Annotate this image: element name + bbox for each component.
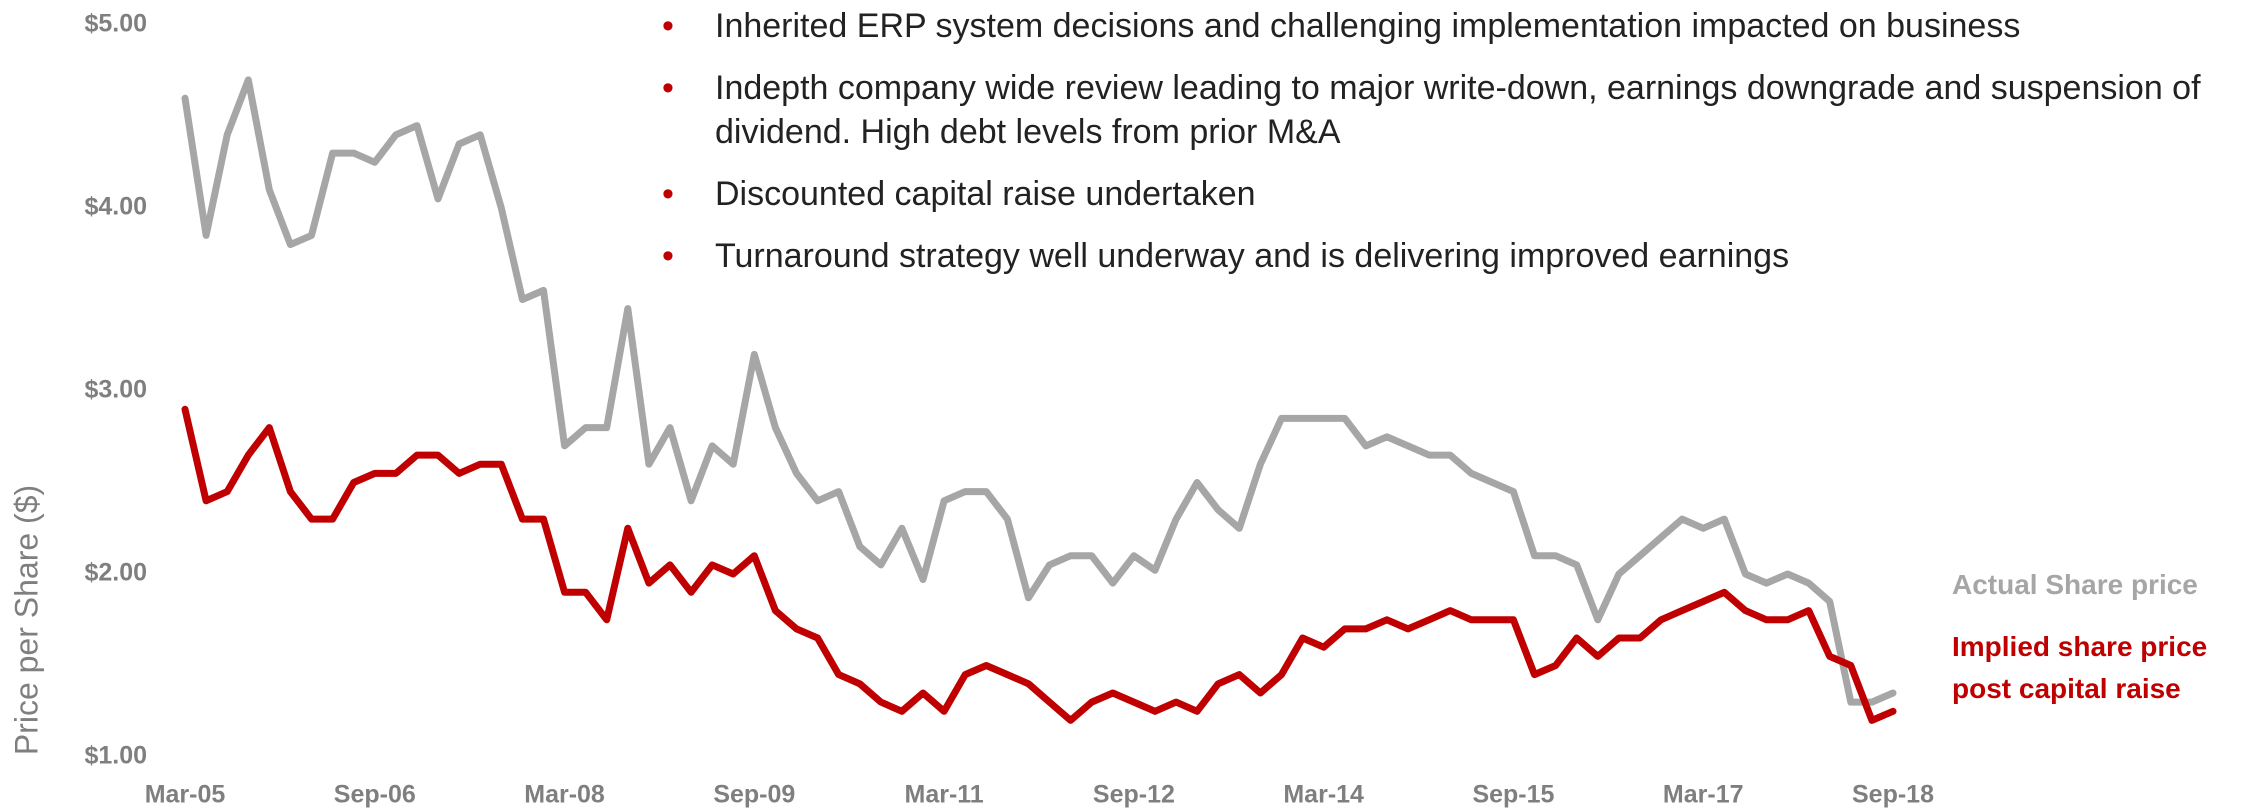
bullet: Discounted capital raise undertaken [662,172,2252,216]
y-tick-label: $4.00 [84,193,147,221]
x-tick-label: Sep-06 [334,781,416,809]
y-tick-label: $5.00 [84,10,147,38]
line-series [181,76,1897,706]
bullet: Turnaround strategy well underway and is… [662,234,2252,278]
legend-entry: Actual Share price [1952,569,2198,600]
legend-entry: Implied share price post capital raise [1952,631,2208,704]
x-tick-label: Sep-15 [1472,781,1554,809]
x-tick-label: Mar-17 [1663,781,1744,809]
x-tick-label: Sep-09 [713,781,795,809]
y-tick-label: $2.00 [84,559,147,587]
x-tick-label: Mar-05 [145,781,226,809]
x-tick-label: Mar-14 [1283,781,1364,809]
x-tick-label: Sep-18 [1852,781,1934,809]
bullet-list: Inherited ERP system decisions and chall… [662,4,2252,296]
bullet: Inherited ERP system decisions and chall… [662,4,2252,48]
line-series [181,405,1897,724]
y-tick-label: $3.00 [84,376,147,404]
x-tick-label: Mar-08 [524,781,605,809]
y-axis-label: Price per Share ($) [8,485,44,755]
bullet: Indepth company wide review leading to m… [662,66,2252,154]
x-tick-label: Mar-11 [905,781,984,809]
y-tick-label: $1.00 [84,742,147,770]
x-tick-label: Sep-12 [1093,781,1175,809]
